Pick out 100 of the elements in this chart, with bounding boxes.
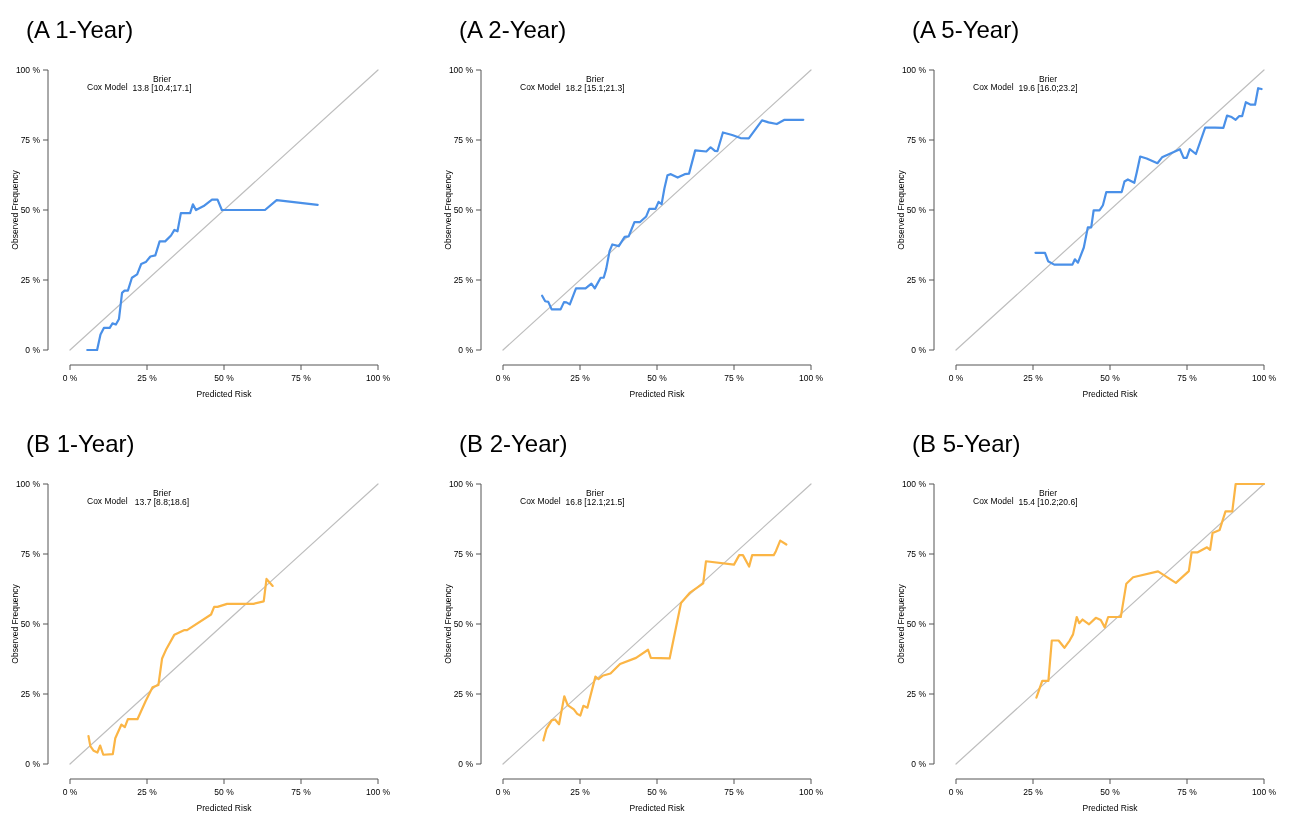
y-tick-label: 25 %	[453, 688, 474, 699]
y-tick-label: 100 %	[901, 64, 927, 75]
x-tick-label: 50 %	[214, 373, 235, 383]
x-tick-label: 75 %	[724, 373, 745, 383]
y-tick-label: 100 %	[15, 478, 41, 489]
x-tick-label: 75 %	[1177, 787, 1198, 797]
y-tick-label: 25 %	[906, 274, 927, 285]
x-tick-label: 25 %	[137, 787, 158, 797]
x-tick-label: 75 %	[1177, 373, 1198, 383]
y-tick-label: 50 %	[20, 618, 41, 629]
annotation: Brier	[153, 488, 172, 498]
annotation: Brier	[153, 74, 172, 84]
x-tick-label: 0 %	[948, 787, 964, 797]
x-tick-label: 25 %	[570, 787, 591, 797]
annotation: 13.7 [8.8;18.6]	[134, 497, 190, 507]
line-series	[542, 539, 788, 742]
y-axis-title: Observed Frequency	[10, 583, 20, 664]
x-tick-label: 50 %	[647, 787, 668, 797]
chart-title: (A 5-Year)	[912, 16, 1020, 43]
y-tick-label: 0 %	[458, 344, 474, 355]
y-tick-label: 75 %	[20, 548, 41, 559]
y-tick-label: 25 %	[20, 688, 41, 699]
y-tick-label: 100 %	[15, 64, 41, 75]
annotation: 15.4 [10.2;20.6]	[1018, 497, 1078, 507]
y-tick-label: 50 %	[453, 204, 474, 215]
annotation: 13.8 [10.4;17.1]	[132, 83, 192, 93]
chart-title: (A 2-Year)	[459, 16, 567, 43]
y-tick-label: 0 %	[25, 344, 41, 355]
y-tick-label: 50 %	[906, 204, 927, 215]
y-axis-title: Observed Frequency	[443, 583, 453, 664]
y-axis-title: Observed Frequency	[10, 169, 20, 250]
x-tick-label: 25 %	[570, 373, 591, 383]
annotation: Brier	[1039, 74, 1058, 84]
annotation: Brier	[1039, 488, 1058, 498]
annotation: 19.6 [16.0;23.2]	[1018, 83, 1078, 93]
y-tick-label: 50 %	[453, 618, 474, 629]
x-tick-label: 100 %	[365, 373, 391, 383]
x-tick-label: 75 %	[291, 373, 312, 383]
x-tick-label: 0 %	[62, 787, 78, 797]
y-tick-label: 25 %	[906, 688, 927, 699]
x-tick-label: 0 %	[495, 373, 511, 383]
x-axis-title: Predicted Risk	[196, 389, 253, 399]
x-tick-label: 0 %	[495, 787, 511, 797]
x-tick-label: 100 %	[365, 787, 391, 797]
y-tick-label: 75 %	[453, 134, 474, 145]
y-axis-title: Observed Frequency	[896, 169, 906, 250]
x-tick-label: 50 %	[647, 373, 668, 383]
annotation: Cox Model	[520, 82, 561, 92]
x-tick-label: 25 %	[137, 373, 158, 383]
line-series	[1035, 482, 1266, 699]
x-axis-title: Predicted Risk	[1082, 803, 1139, 813]
x-tick-label: 100 %	[1251, 787, 1277, 797]
line-series	[541, 118, 805, 311]
chart-title: (B 5-Year)	[912, 430, 1021, 457]
y-axis-title: Observed Frequency	[896, 583, 906, 664]
x-tick-label: 100 %	[798, 787, 824, 797]
y-tick-label: 75 %	[20, 134, 41, 145]
y-tick-label: 100 %	[448, 478, 474, 489]
y-tick-label: 25 %	[453, 274, 474, 285]
x-axis-title: Predicted Risk	[196, 803, 253, 813]
x-tick-label: 100 %	[1251, 373, 1277, 383]
annotation: Cox Model	[973, 82, 1014, 92]
x-tick-label: 50 %	[214, 787, 235, 797]
y-tick-label: 50 %	[906, 618, 927, 629]
x-tick-label: 50 %	[1100, 373, 1121, 383]
y-tick-label: 100 %	[448, 64, 474, 75]
y-tick-label: 0 %	[911, 344, 927, 355]
y-tick-label: 75 %	[906, 548, 927, 559]
chart-title: (B 1-Year)	[26, 430, 135, 457]
y-tick-label: 75 %	[453, 548, 474, 559]
y-tick-label: 50 %	[20, 204, 41, 215]
x-axis-title: Predicted Risk	[629, 389, 686, 399]
annotation: Brier	[586, 74, 605, 84]
x-tick-label: 25 %	[1023, 787, 1044, 797]
y-tick-label: 75 %	[906, 134, 927, 145]
annotation: Cox Model	[973, 496, 1014, 506]
line-series	[87, 577, 274, 756]
annotation: 16.8 [12.1;21.5]	[565, 497, 625, 507]
y-tick-label: 0 %	[458, 758, 474, 769]
x-tick-label: 0 %	[62, 373, 78, 383]
x-tick-label: 75 %	[724, 787, 745, 797]
y-tick-label: 25 %	[20, 274, 41, 285]
chart-title: (B 2-Year)	[459, 430, 568, 457]
line-series	[86, 198, 319, 352]
x-axis-title: Predicted Risk	[629, 803, 686, 813]
x-axis-title: Predicted Risk	[1082, 389, 1139, 399]
y-tick-label: 100 %	[901, 478, 927, 489]
x-tick-label: 50 %	[1100, 787, 1121, 797]
annotation: Cox Model	[87, 496, 128, 506]
y-tick-label: 0 %	[911, 758, 927, 769]
y-tick-label: 0 %	[25, 758, 41, 769]
x-tick-label: 100 %	[798, 373, 824, 383]
annotation: Cox Model	[87, 82, 128, 92]
x-tick-label: 75 %	[291, 787, 312, 797]
y-axis-title: Observed Frequency	[443, 169, 453, 250]
chart-title: (A 1-Year)	[26, 16, 134, 43]
annotation: Brier	[586, 488, 605, 498]
x-tick-label: 0 %	[948, 373, 964, 383]
annotation: 18.2 [15.1;21.3]	[565, 83, 625, 93]
x-tick-label: 25 %	[1023, 373, 1044, 383]
